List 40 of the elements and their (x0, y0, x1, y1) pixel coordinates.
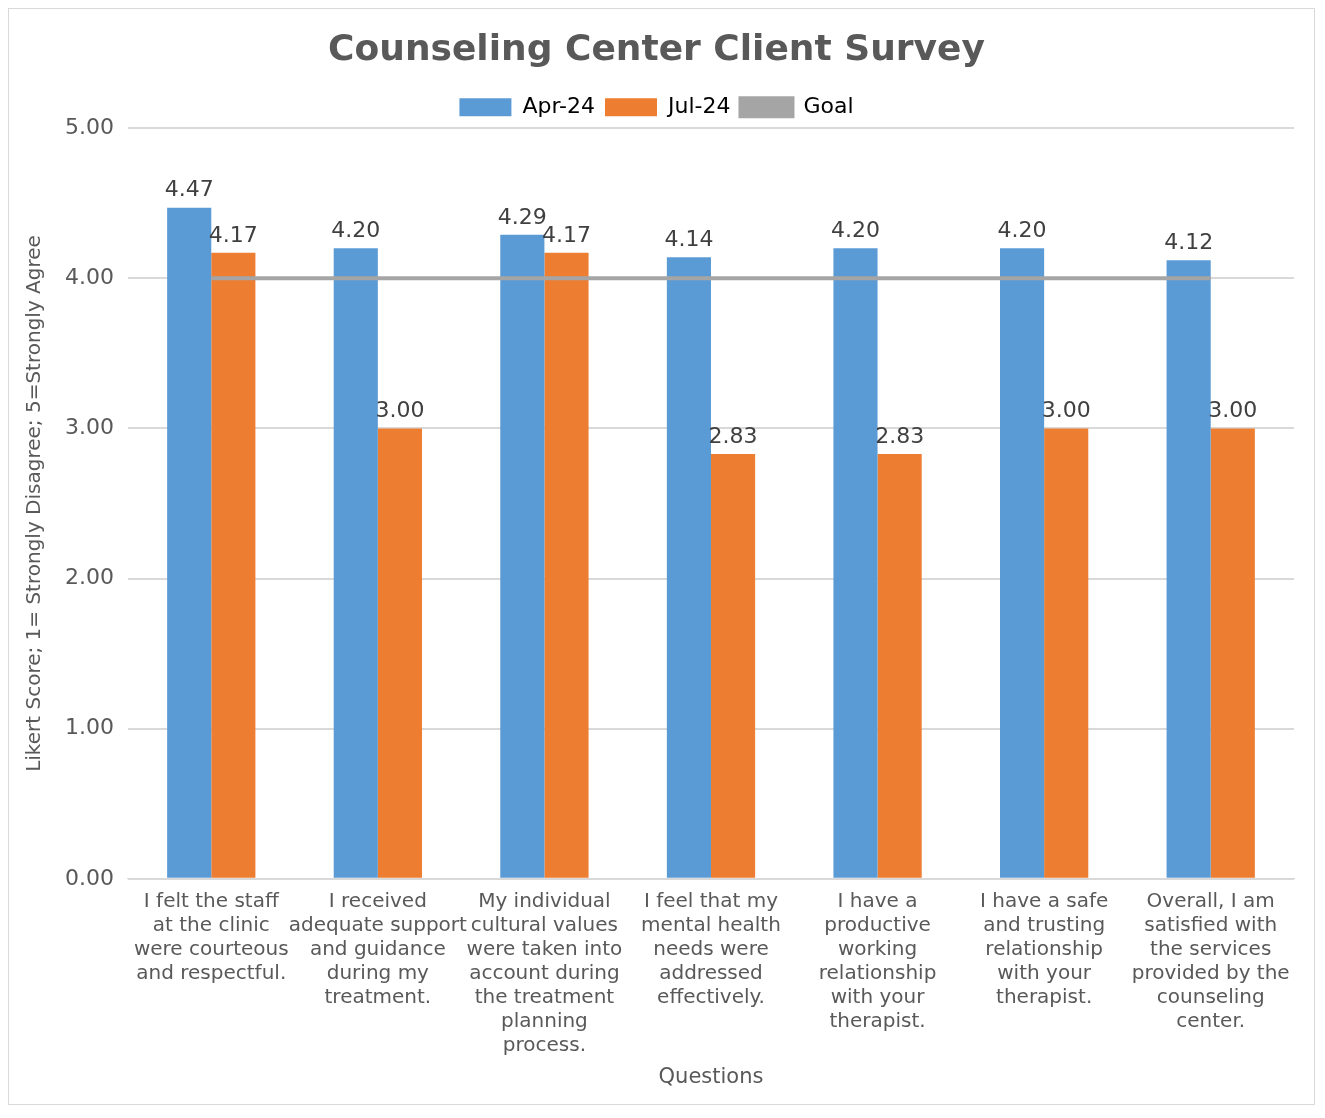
data-label: 2.83 (875, 422, 925, 448)
y-tick-label: 5.00 (65, 113, 114, 139)
bar (500, 234, 545, 878)
y-tick-label: 2.00 (65, 564, 114, 590)
x-tick-label: I received adequate support and guidance during my treatment. (288, 888, 468, 1008)
legend-label: Goal (803, 92, 854, 118)
x-tick-label: I have a productive working relationship with your therapist. (818, 888, 937, 1032)
bar (710, 453, 756, 878)
legend-label: Apr-24 (522, 92, 596, 118)
bar (666, 257, 711, 878)
bar (211, 252, 256, 878)
data-label: 4.12 (1164, 229, 1214, 255)
y-tick-label: 1.00 (65, 714, 114, 740)
x-tick-label: I feel that my mental health needs were addressed effectively. (641, 888, 781, 1008)
x-axis-title: Questions (658, 1063, 764, 1088)
y-tick-label: 4.00 (65, 264, 114, 290)
bar (833, 248, 878, 878)
y-tick-label: 0.00 (65, 864, 114, 890)
x-tick-label: Overall, I am satisfied with the services provided by the counseling center. (1131, 888, 1290, 1032)
data-label: 4.20 (331, 217, 381, 243)
x-tick-label: I have a safe and trusting relationship with your therapist. (979, 888, 1109, 1008)
bar (1166, 260, 1211, 878)
data-label: 4.29 (497, 203, 547, 229)
bar (377, 428, 422, 878)
chart-title: Counseling Center Client Survey (328, 26, 985, 68)
bar (544, 252, 589, 878)
data-label: 4.47 (164, 176, 214, 202)
bar (877, 453, 922, 878)
bar (1044, 428, 1089, 878)
x-tick-label: My individual cultural values were taken into account during the treatment planning process. (466, 888, 623, 1056)
bar (1000, 248, 1045, 878)
y-axis-title: Likert Score; 1= Strongly Disagree; 5=Strongly Agree (21, 235, 46, 772)
x-tick-label: I felt the staff at the clinic were courteous and respectful. (133, 888, 289, 984)
bar (333, 248, 378, 878)
data-label: 4.20 (831, 217, 880, 243)
y-tick-label: 3.00 (65, 414, 114, 440)
bar (1210, 428, 1255, 878)
data-label: 4.14 (664, 226, 714, 252)
data-label: 4.20 (997, 217, 1047, 243)
legend-label: Jul-24 (666, 92, 731, 118)
